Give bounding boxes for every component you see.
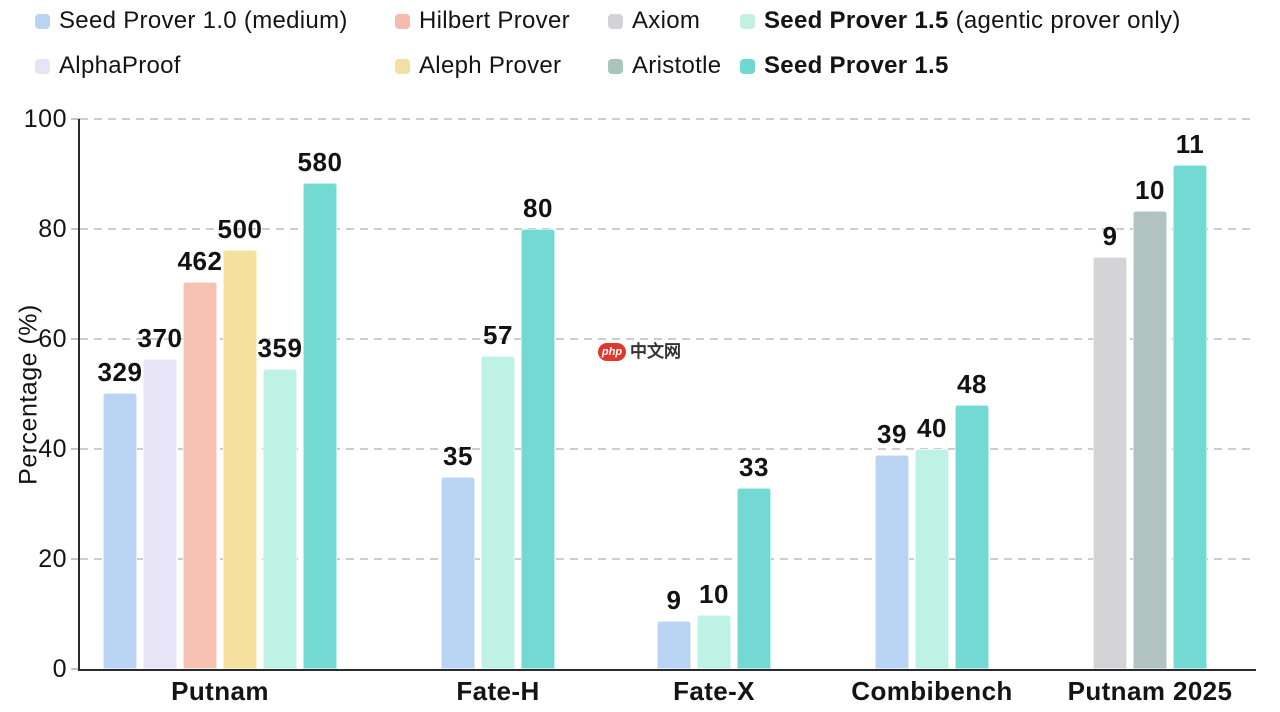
watermark-text: 中文网	[630, 342, 681, 361]
y-tick-mark-40	[71, 448, 80, 450]
legend-label: AlphaProof	[59, 52, 181, 80]
y-axis-title: Percentage (%)	[14, 304, 43, 485]
legend-swatch-icon	[740, 13, 755, 29]
legend-swatch-icon	[395, 13, 410, 29]
bar-value-label: 33	[739, 451, 769, 482]
bar-value-label: 35	[443, 440, 473, 471]
bar-seed-prover-1-5-putnam-2025	[1173, 164, 1207, 669]
legend-label: Aleph Prover	[419, 52, 561, 80]
legend-label-bold-part: Seed Prover 1.5	[764, 52, 949, 79]
legend-label-normal-part: (agentic prover only)	[948, 7, 1181, 34]
legend-label-normal-part: Aristotle	[632, 52, 722, 79]
bar-value-label: 39	[877, 418, 907, 449]
bar-value-label: 48	[957, 369, 987, 399]
y-tick-mark-100	[71, 118, 80, 120]
bar-value-label: 500	[217, 214, 263, 245]
bar-value-label: 40	[917, 413, 947, 443]
legend-label-normal-part: Aleph Prover	[419, 52, 562, 79]
x-category-label-fate-x: Fate-X	[673, 676, 755, 706]
bar-value-label: 370	[137, 323, 183, 354]
legend-label: Seed Prover 1.5	[764, 52, 949, 80]
bar-aristotle-putnam-2025	[1133, 210, 1167, 669]
legend-label: Seed Prover 1.0 (medium)	[59, 7, 348, 35]
legend-label-normal-part: AlphaProof	[59, 52, 181, 79]
legend-label: Axiom	[632, 7, 700, 35]
gridline-80	[80, 228, 1256, 230]
legend-swatch-icon	[395, 58, 410, 74]
legend-item-axiom: Axiom	[608, 6, 700, 36]
legend-swatch-icon	[740, 58, 755, 74]
bar-value-label: 329	[97, 357, 143, 388]
y-tick-label-20: 20	[38, 545, 67, 573]
legend-item-aristotle: Aristotle	[608, 51, 721, 81]
y-tick-label-40: 40	[38, 435, 67, 463]
bar-value-label: 10	[699, 579, 729, 610]
bar-value-label: 80	[523, 193, 553, 223]
x-category-label-combibench: Combibench	[851, 676, 1013, 706]
x-category-label-putnam-2025: Putnam 2025	[1067, 676, 1233, 706]
bar-seed-prover-1-5-agentic-prover-only-combibench	[915, 449, 949, 669]
bar-value-label: 11	[1175, 128, 1205, 159]
bar-value-label: 359	[257, 332, 303, 363]
legend-label: Hilbert Prover	[419, 7, 570, 35]
legend-item-hilbert-prover: Hilbert Prover	[395, 6, 570, 36]
bar-value-label: 9	[666, 585, 682, 616]
legend-swatch-icon	[608, 13, 623, 29]
x-category-label-putnam: Putnam	[171, 676, 269, 706]
bar-value-label: 9	[1102, 220, 1118, 251]
bar-seed-prover-1-5-putnam	[303, 183, 337, 669]
legend-swatch-icon	[35, 13, 50, 29]
legend-label-normal-part: Seed Prover 1.0 (medium)	[59, 7, 348, 34]
watermark: php 中文网	[598, 343, 681, 361]
bar-value-label: 462	[177, 246, 223, 277]
bar-aleph-prover-putnam	[223, 250, 257, 669]
legend-swatch-icon	[608, 58, 623, 74]
gridline-40	[80, 448, 1256, 450]
legend-label-normal-part: Hilbert Prover	[419, 7, 570, 34]
legend-item-seed-prover-1-0-medium: Seed Prover 1.0 (medium)	[35, 6, 348, 36]
bar-hilbert-prover-putnam	[183, 282, 217, 669]
bar-value-label: 580	[297, 147, 343, 178]
bar-value-label: 10	[1135, 174, 1165, 205]
bar-seed-prover-1-0-medium-putnam	[103, 393, 137, 669]
bar-seed-prover-1-5-agentic-prover-only-fate-x	[697, 615, 731, 669]
bar-seed-prover-1-5-fate-x	[737, 487, 771, 669]
bar-seed-prover-1-5-agentic-prover-only-putnam	[263, 368, 297, 669]
legend-item-seed-prover-1-5: Seed Prover 1.5	[740, 51, 949, 81]
gridline-100	[80, 118, 1256, 120]
gridline-60	[80, 338, 1256, 340]
bar-seed-prover-1-0-medium-fate-h	[441, 476, 475, 669]
y-tick-mark-80	[71, 228, 80, 230]
y-tick-label-100: 100	[23, 105, 67, 133]
legend-item-seed-prover-1-5-agentic-prover-only: Seed Prover 1.5 (agentic prover only)	[740, 6, 1181, 36]
legend-item-aleph-prover: Aleph Prover	[395, 51, 561, 81]
y-tick-mark-0	[71, 668, 80, 670]
x-axis-line	[78, 669, 1256, 671]
bar-axiom-putnam-2025	[1093, 256, 1127, 669]
legend-item-alphaproof: AlphaProof	[35, 51, 181, 81]
y-axis-line	[78, 119, 80, 671]
legend-label-bold-part: Seed Prover 1.5	[764, 7, 949, 34]
y-tick-label-60: 60	[38, 325, 67, 353]
legend-label-normal-part: Axiom	[632, 7, 701, 34]
bar-seed-prover-1-5-combibench	[955, 405, 989, 669]
gridline-20	[80, 558, 1256, 560]
y-tick-label-0: 0	[52, 655, 67, 683]
bar-alphaproof-putnam	[143, 359, 177, 669]
legend-label: Seed Prover 1.5 (agentic prover only)	[764, 7, 1181, 35]
bar-seed-prover-1-0-medium-fate-x	[657, 621, 691, 669]
y-tick-mark-20	[71, 558, 80, 560]
bar-seed-prover-1-0-medium-combibench	[875, 454, 909, 669]
y-tick-mark-60	[71, 338, 80, 340]
php-logo-icon: php	[598, 343, 626, 361]
x-category-label-fate-h: Fate-H	[456, 676, 540, 706]
legend-label: Aristotle	[632, 52, 721, 80]
legend-swatch-icon	[35, 58, 50, 74]
bar-seed-prover-1-5-agentic-prover-only-fate-h	[481, 355, 515, 669]
y-tick-label-80: 80	[38, 215, 67, 243]
bar-seed-prover-1-5-fate-h	[521, 229, 555, 669]
bar-value-label: 57	[483, 319, 513, 350]
